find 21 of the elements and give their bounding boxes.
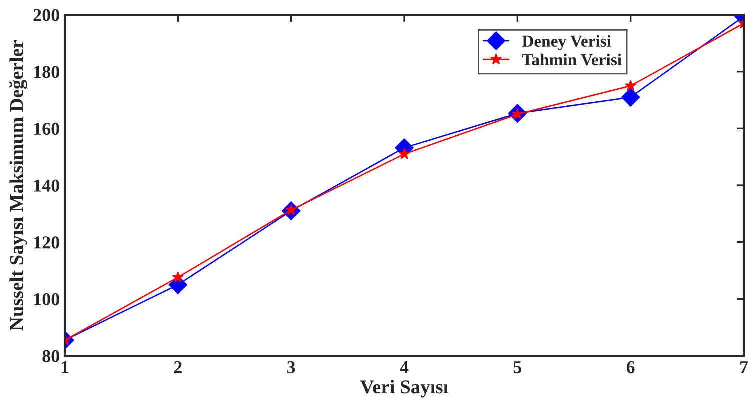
y-tick-label: 100 bbox=[34, 293, 60, 306]
x-tick-label: 3 bbox=[288, 361, 296, 374]
x-tick-label: 6 bbox=[626, 361, 635, 374]
point bbox=[625, 80, 637, 92]
y-tick-label: 120 bbox=[34, 236, 60, 249]
point bbox=[172, 271, 184, 283]
x-tick-label: 5 bbox=[514, 362, 522, 374]
legend-label: Tahmin Verisi bbox=[522, 54, 622, 66]
y-tick-label: 140 bbox=[34, 180, 60, 192]
x-axis-title: Veri Sayısı bbox=[360, 380, 448, 398]
y-tick-label: 80 bbox=[42, 350, 60, 362]
legend-label: Deney Verisi bbox=[522, 35, 612, 50]
x-tick-label: 4 bbox=[400, 362, 409, 374]
x-tick-label: 1 bbox=[62, 361, 69, 374]
x-tick-label: 2 bbox=[174, 361, 182, 374]
y-tick-label: 200 bbox=[34, 9, 60, 22]
y-tick-label: 160 bbox=[34, 122, 60, 136]
y-axis-title: Nusselt Sayısı Maksimum Değerler bbox=[10, 40, 28, 331]
x-tick-label: 7 bbox=[740, 362, 748, 374]
y-tick-label: 180 bbox=[34, 66, 60, 78]
point bbox=[621, 88, 640, 107]
